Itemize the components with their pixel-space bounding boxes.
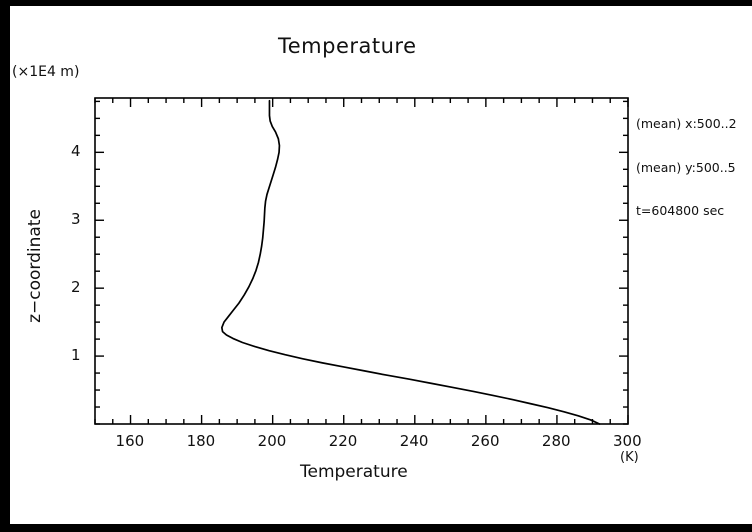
x-tick-label: 180 — [186, 432, 216, 450]
annotation-mean-y: (mean) y:500..5 — [636, 159, 736, 175]
y-axis-unit-label: (×1E4 m) — [12, 64, 80, 80]
figure-canvas: Temperature (×1E4 m) z−coordinate Temper… — [10, 6, 752, 524]
chart-title: Temperature — [278, 34, 417, 58]
y-tick-label: 1 — [71, 346, 81, 365]
x-tick-label: 220 — [328, 432, 358, 450]
plot-area: 160 180 200 220 240 260 280 300 1 2 3 4 — [71, 92, 642, 450]
x-tick-label: 280 — [541, 432, 571, 450]
plot-svg — [94, 97, 629, 425]
annotation-time: t=604800 sec — [636, 203, 725, 218]
x-tick-label: 160 — [115, 432, 145, 450]
axis-ticks — [94, 98, 629, 425]
x-tick-label: 260 — [470, 432, 500, 450]
x-tick-label: 300 — [613, 432, 642, 450]
x-tick-label: 240 — [399, 432, 429, 450]
x-axis-title: Temperature — [300, 462, 408, 482]
x-tick-label: 200 — [257, 432, 287, 450]
y-tick-label: 2 — [71, 278, 81, 297]
plot-frame — [94, 97, 629, 425]
y-tick-label: 3 — [71, 210, 81, 229]
y-axis-title: z−coordinate — [24, 209, 45, 323]
x-axis-unit-label: (K) — [620, 450, 639, 465]
temperature-profile-line — [221, 99, 601, 425]
annotation-mean-x: (mean) x:500..2 — [636, 116, 737, 131]
y-tick-label: 4 — [71, 142, 81, 161]
annotation-block: (mean) x:500..2 (mean) y:500..5 t=604800… — [636, 88, 737, 248]
